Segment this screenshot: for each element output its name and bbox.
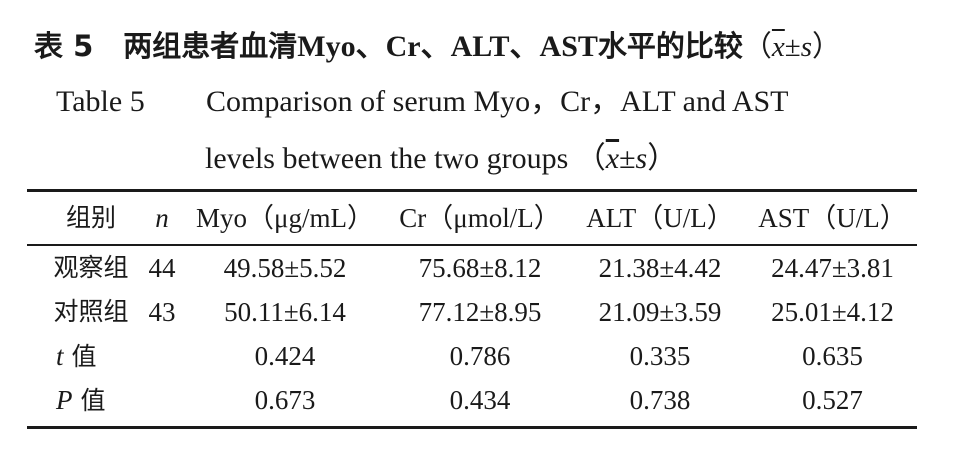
stat-sd-en: s bbox=[635, 142, 648, 175]
stat-row-cr: 0.786 bbox=[449, 341, 511, 371]
stat-row-label: t 值 bbox=[40, 336, 156, 376]
stat-row-myo: 0.673 bbox=[254, 385, 316, 415]
caption-cn-analytes: Myo、Cr、ALT、AST bbox=[297, 30, 598, 63]
table-row-n: 43 bbox=[148, 297, 176, 327]
stat-open-en: （ bbox=[575, 142, 606, 175]
header-myo: Myo（μg/mL） bbox=[196, 203, 374, 233]
stat-row-ast: 0.527 bbox=[802, 385, 863, 415]
caption-en-line1: Table 5 Comparison of serum Myo，Cr，ALT an… bbox=[56, 80, 789, 124]
stat-sd: s bbox=[800, 31, 813, 63]
header-n: n bbox=[155, 203, 169, 233]
stat-pm-en: ± bbox=[619, 142, 636, 175]
table-row-alt: 21.38±4.42 bbox=[598, 253, 722, 283]
stat-mean-en: x bbox=[605, 142, 620, 175]
table-row-ast: 24.47±3.81 bbox=[771, 253, 894, 283]
caption-cn-title-tail: 水平的比较 bbox=[597, 29, 743, 63]
caption-en-title: Comparison of serum Myo，Cr，ALT and AST bbox=[206, 85, 789, 118]
table-row-n: 44 bbox=[148, 253, 176, 283]
stat-close: ） bbox=[812, 31, 842, 63]
caption-en-stat: （x±s） bbox=[576, 142, 677, 175]
header-alt: ALT（U/L） bbox=[586, 203, 734, 233]
stat-close-en: ） bbox=[647, 142, 678, 175]
caption-en-label: Table 5 bbox=[56, 85, 145, 118]
caption-cn-title: 两组患者血清 bbox=[123, 29, 298, 63]
stat-row-myo: 0.424 bbox=[254, 341, 316, 371]
table-row-cr: 77.12±8.95 bbox=[418, 297, 542, 327]
stat-row-alt: 0.335 bbox=[629, 341, 691, 371]
caption-cn-stat: （x±s） bbox=[743, 31, 841, 63]
header-group: 组别 bbox=[65, 203, 116, 232]
table-row-myo: 49.58±5.52 bbox=[223, 253, 347, 283]
stat-suffix: 值 bbox=[63, 342, 97, 371]
table-row-group: 观察组 bbox=[53, 253, 129, 282]
table-bottom-rule bbox=[27, 426, 917, 429]
table-header-rule bbox=[27, 244, 917, 246]
stat-row-cr: 0.434 bbox=[449, 385, 511, 415]
header-cr: Cr（μmol/L） bbox=[399, 203, 561, 233]
stat-mean: x bbox=[771, 31, 785, 63]
table-row-myo: 50.11±6.14 bbox=[224, 297, 346, 327]
table-row-group: 对照组 bbox=[53, 297, 129, 326]
table-row-alt: 21.09±3.59 bbox=[598, 297, 722, 327]
stat-symbol: P bbox=[56, 385, 73, 415]
caption-cn: 表 5 两组患者血清Myo、Cr、ALT、AST水平的比较（x±s） bbox=[34, 22, 934, 70]
stat-row-alt: 0.738 bbox=[629, 385, 691, 415]
table-row-ast: 25.01±4.12 bbox=[771, 297, 894, 327]
stat-row-label: P 值 bbox=[40, 380, 156, 420]
caption-cn-label: 表 5 bbox=[34, 29, 94, 63]
caption-en-title-cont: levels between the two groups bbox=[205, 142, 569, 175]
stat-suffix: 值 bbox=[72, 386, 106, 415]
table-row-cr: 75.68±8.12 bbox=[418, 253, 542, 283]
stat-pm: ± bbox=[784, 31, 801, 63]
stat-open: （ bbox=[742, 31, 772, 63]
stat-row-ast: 0.635 bbox=[802, 341, 863, 371]
stat-symbol: t bbox=[56, 341, 64, 371]
header-ast: AST（U/L） bbox=[758, 203, 907, 233]
caption-en-line2: levels between the two groups （x±s） bbox=[205, 137, 677, 181]
table-top-rule bbox=[27, 189, 917, 192]
